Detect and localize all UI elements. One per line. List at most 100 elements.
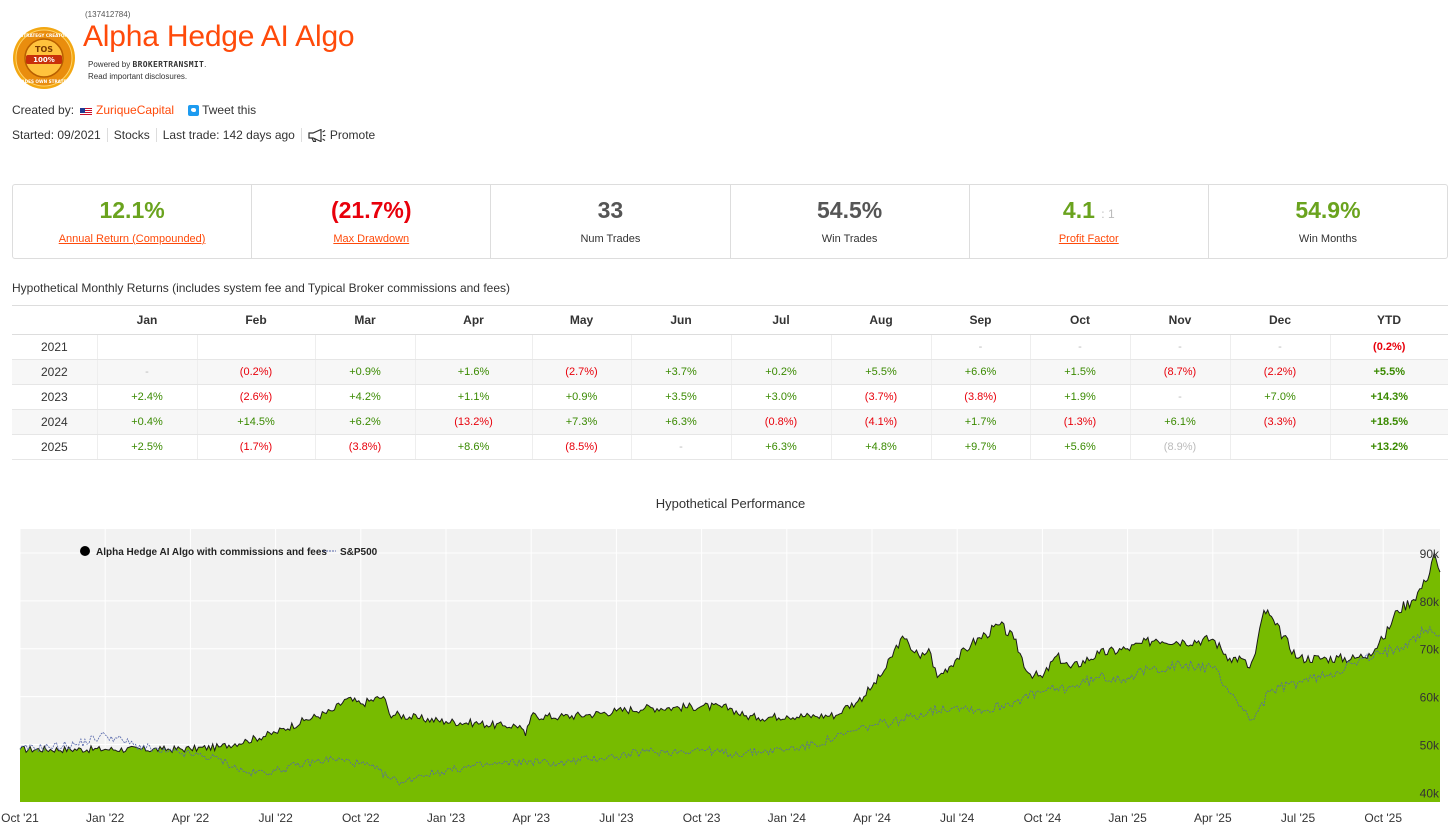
profit-factor-link[interactable]: Profit Factor xyxy=(1058,233,1119,245)
column-header-ytd: YTD xyxy=(1330,305,1448,335)
return-cell: (1.3%) xyxy=(1030,409,1131,435)
return-cell: +2.4% xyxy=(97,384,198,410)
column-header-nov: Nov xyxy=(1130,305,1230,335)
return-cell: +6.3% xyxy=(631,409,732,435)
return-cell: (4.1%) xyxy=(831,409,932,435)
monthly-returns-table: Jan Feb Mar Apr May Jun Jul Aug Sep Oct Nov Dec YTD … xyxy=(12,305,1448,460)
return-cell: (13.2%) xyxy=(415,409,533,435)
annual-return-link[interactable]: Annual Return (Compounded) xyxy=(58,233,206,245)
return-cell: +0.2% xyxy=(731,359,832,385)
return-cell: +3.7% xyxy=(631,359,732,385)
y-tick-label: 60k xyxy=(1420,691,1440,705)
return-cell: - xyxy=(97,359,198,385)
return-cell: (8.5%) xyxy=(532,434,632,460)
legend-algo-label: Alpha Hedge AI Algo with commissions and… xyxy=(96,547,327,558)
table-row: 2022- (0.2%) +0.9% +1.6% (2.7%) +3.7% +0.2% +5.… xyxy=(12,359,1448,385)
return-cell: +2.5% xyxy=(97,434,198,460)
x-tick-label: Oct '22 xyxy=(342,811,380,825)
twitter-icon xyxy=(188,104,200,116)
x-tick-label: Oct '21 xyxy=(1,811,39,825)
return-cell: +3.0% xyxy=(731,384,832,410)
return-cell: (2.7%) xyxy=(532,359,632,385)
return-cell: +1.6% xyxy=(415,359,533,385)
x-tick-label: Jul '25 xyxy=(1281,811,1316,825)
stat-annual-return: 12.1% Annual Return (Compounded) xyxy=(13,185,253,258)
return-cell xyxy=(315,334,416,360)
x-tick-label: Jul '22 xyxy=(258,811,293,825)
y-tick-label: 40k xyxy=(1420,786,1440,800)
return-cell: (2.6%) xyxy=(197,384,316,410)
x-tick-label: Jul '23 xyxy=(599,811,634,825)
ytd-cell: +5.5% xyxy=(1330,359,1448,385)
return-cell: +3.5% xyxy=(631,384,732,410)
return-cell xyxy=(97,334,198,360)
stat-num-trades: 33 Num Trades xyxy=(491,185,731,258)
promote-button[interactable]: Promote xyxy=(308,128,375,142)
column-header-apr: Apr xyxy=(415,305,532,335)
year-cell: 2022 xyxy=(12,359,98,385)
stat-value: 33 xyxy=(597,197,624,223)
x-tick-label: Apr '22 xyxy=(172,811,210,825)
creator-link[interactable]: ZuriqueCapital xyxy=(96,103,175,117)
return-cell: +7.3% xyxy=(532,409,632,435)
creator-line: Created by: ZuriqueCapital Tweet this xyxy=(12,103,256,117)
disclosures-link[interactable]: Read important disclosures. xyxy=(88,72,188,81)
max-drawdown-link[interactable]: Max Drawdown xyxy=(333,233,410,245)
us-flag-icon xyxy=(80,106,93,115)
tweet-label: Tweet this xyxy=(202,103,257,117)
tweet-this-button[interactable]: Tweet this xyxy=(188,103,256,117)
column-header-jan: Jan xyxy=(97,305,197,335)
stat-value: 54.5% xyxy=(816,197,883,223)
legend-sp500-label: S&P500 xyxy=(340,547,378,558)
return-cell: +7.0% xyxy=(1230,384,1331,410)
powered-brand[interactable]: BROKERTRANSMIT xyxy=(132,60,205,69)
stat-label: Num Trades xyxy=(580,233,641,245)
return-cell: +5.6% xyxy=(1030,434,1131,460)
stat-win-months: 54.9% Win Months xyxy=(1209,185,1447,258)
year-cell: 2021 xyxy=(12,334,98,360)
x-tick-label: Oct '23 xyxy=(683,811,721,825)
stat-ratio: : 1 xyxy=(1101,207,1115,221)
column-header-jul: Jul xyxy=(731,305,831,335)
badge-bottom-text: TRADES OWN STRATEGY xyxy=(15,79,73,84)
return-cell: (3.3%) xyxy=(1230,409,1331,435)
return-cell: - xyxy=(1030,334,1131,360)
x-tick-label: Jan '23 xyxy=(427,811,466,825)
return-cell: +1.5% xyxy=(1030,359,1131,385)
system-info-line: Started: 09/2021 Stocks Last trade: 142 … xyxy=(12,128,375,142)
return-cell: +6.2% xyxy=(315,409,416,435)
return-cell: +9.7% xyxy=(931,434,1031,460)
x-tick-label: Apr '23 xyxy=(512,811,550,825)
y-tick-label: 50k xyxy=(1420,739,1440,753)
return-cell: +8.6% xyxy=(415,434,533,460)
return-cell xyxy=(731,334,832,360)
performance-chart[interactable]: Oct '21 Jan '22 Apr '22 Jul '22 Oct '22 Jan '… xyxy=(0,524,1456,834)
table-row: 2025 +2.5% (1.7%) (3.8%) +8.6% (8.5%) - +6.3% +4… xyxy=(12,434,1448,460)
y-tick-label: 80k xyxy=(1420,595,1440,609)
powered-by: Powered by BROKERTRANSMIT. xyxy=(88,60,206,69)
column-header-mar: Mar xyxy=(315,305,415,335)
divider xyxy=(300,128,302,142)
algo-area xyxy=(20,552,1440,802)
return-cell: (3.8%) xyxy=(315,434,416,460)
column-header-year xyxy=(12,305,97,335)
x-tick-label: Jul '24 xyxy=(940,811,975,825)
performance-chart-svg: Oct '21 Jan '22 Apr '22 Jul '22 Oct '22 Jan '… xyxy=(1,529,1441,825)
return-cell: +0.4% xyxy=(97,409,198,435)
last-trade: Last trade: 142 days ago xyxy=(162,128,295,142)
x-tick-label: Apr '25 xyxy=(1194,811,1232,825)
return-cell: +5.5% xyxy=(831,359,932,385)
stat-value: (21.7%) xyxy=(330,197,412,223)
return-cell: (8.9%) xyxy=(1130,434,1231,460)
column-header-jun: Jun xyxy=(631,305,731,335)
x-tick-label: Apr '24 xyxy=(853,811,891,825)
badge-pct-text: 100% xyxy=(33,56,55,64)
return-cell: +0.9% xyxy=(532,384,632,410)
x-tick-label: Jan '24 xyxy=(768,811,807,825)
column-header-aug: Aug xyxy=(831,305,931,335)
return-cell: +4.2% xyxy=(315,384,416,410)
return-cell xyxy=(532,334,632,360)
badge-center-text: TOS xyxy=(35,45,53,54)
return-cell: - xyxy=(1130,334,1231,360)
stat-label: Win Months xyxy=(1298,233,1357,245)
